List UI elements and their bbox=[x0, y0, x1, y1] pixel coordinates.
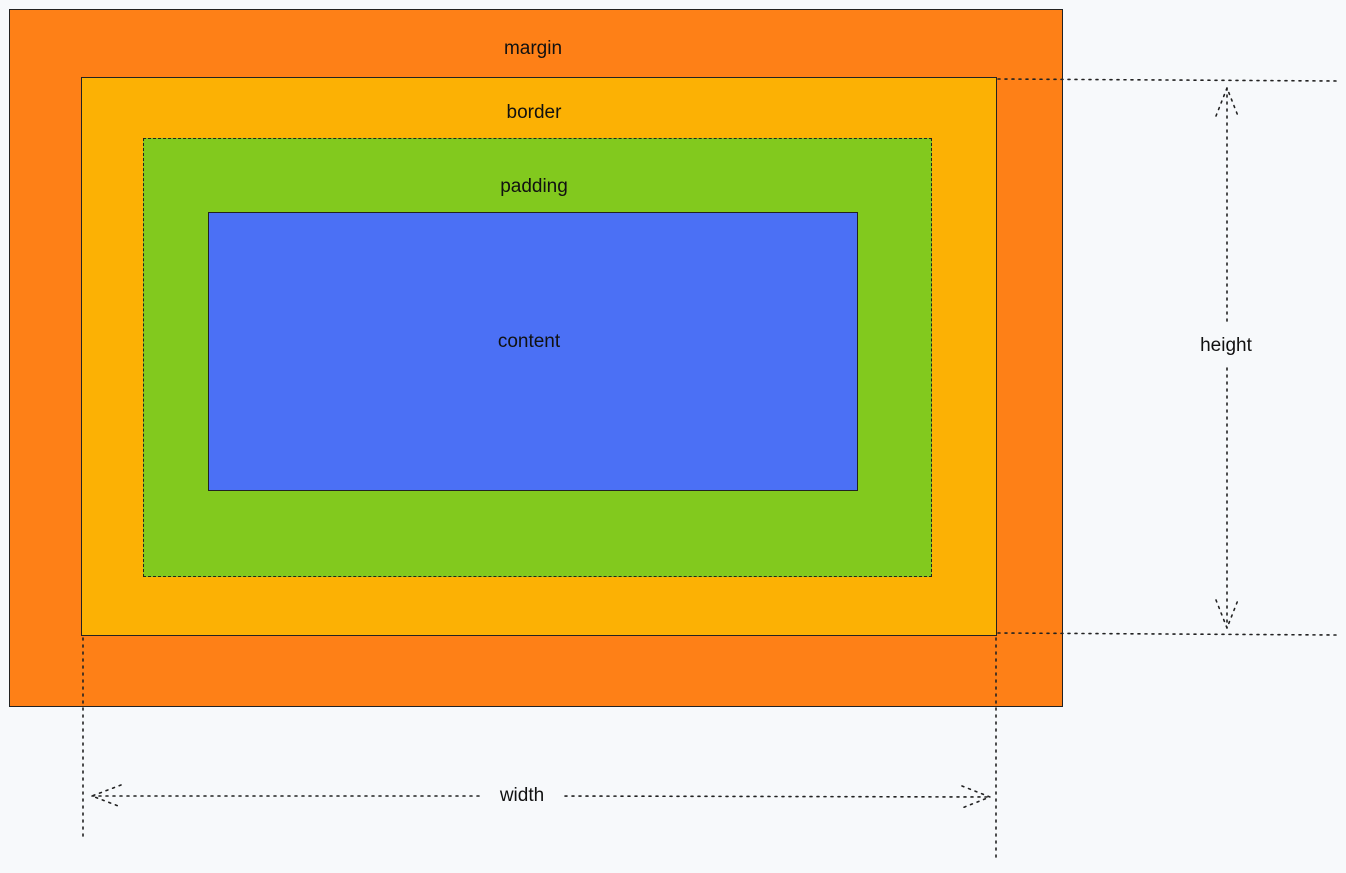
width-arrow-left-head bbox=[89, 784, 122, 808]
height-arrow-down-head bbox=[1215, 599, 1239, 631]
content-box bbox=[208, 212, 858, 491]
height-label: height bbox=[1200, 335, 1252, 356]
padding-label: padding bbox=[500, 176, 568, 197]
content-label: content bbox=[497, 331, 561, 352]
border-label: border bbox=[506, 102, 562, 123]
height-arrow-up-head bbox=[1215, 85, 1239, 117]
margin-label: margin bbox=[503, 38, 563, 59]
width-arrow-right-head bbox=[961, 785, 993, 809]
width-label: width bbox=[482, 785, 562, 807]
height-top-extension-line bbox=[997, 78, 1339, 82]
height-bottom-extension-line bbox=[997, 632, 1337, 636]
width-arrow-right-line bbox=[557, 795, 991, 798]
